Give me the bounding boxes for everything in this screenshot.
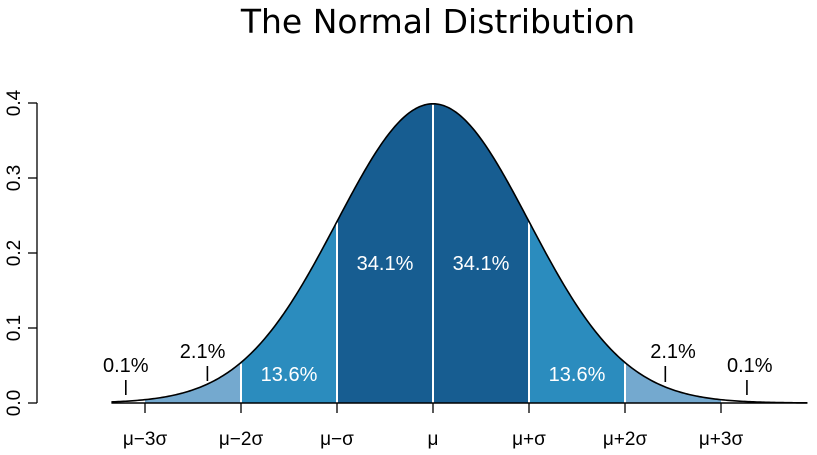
x-tick-label: μ+3σ <box>699 429 744 450</box>
percent-labels: 2.1% 13.6% 34.1% 34.1% 13.6% 2.1% 0.1% 0.1% <box>103 253 773 395</box>
x-tick-label: μ+σ <box>512 429 546 450</box>
sigma-dividers <box>240 104 626 403</box>
density-curve-layer <box>111 102 808 404</box>
x-tick-label: μ <box>428 429 439 450</box>
percent-label: 34.1% <box>357 253 414 275</box>
y-tick-label: 0.1 <box>4 315 25 341</box>
percent-label: 2.1% <box>180 341 226 363</box>
tail-percent-label: 0.1% <box>103 355 149 377</box>
x-tick-label: μ−3σ <box>123 429 168 450</box>
y-tick-label: 0.2 <box>4 240 25 266</box>
percent-label: 13.6% <box>261 364 318 386</box>
y-tick-label: 0.4 <box>4 89 25 116</box>
x-tick-label: μ−σ <box>320 429 354 450</box>
x-tick-label: μ−2σ <box>219 429 264 450</box>
y-tick-label: 0.3 <box>4 165 25 191</box>
region-6 <box>625 362 721 403</box>
axes: 0.0 0.1 0.2 0.3 0.4 μ−3σ μ−2σ μ−σ μ μ+σ μ+2σ μ+3σ <box>4 89 808 450</box>
y-tick-label: 0.0 <box>4 390 25 416</box>
tail-percent-label: 0.1% <box>727 355 773 377</box>
percent-label: 2.1% <box>650 341 696 363</box>
percent-label: 13.6% <box>549 364 606 386</box>
x-tick-label: μ+2σ <box>603 429 648 450</box>
percent-label: 34.1% <box>453 253 510 275</box>
region-1 <box>145 362 241 403</box>
chart-title: The Normal Distribution <box>240 2 635 41</box>
density-curve <box>111 102 808 404</box>
